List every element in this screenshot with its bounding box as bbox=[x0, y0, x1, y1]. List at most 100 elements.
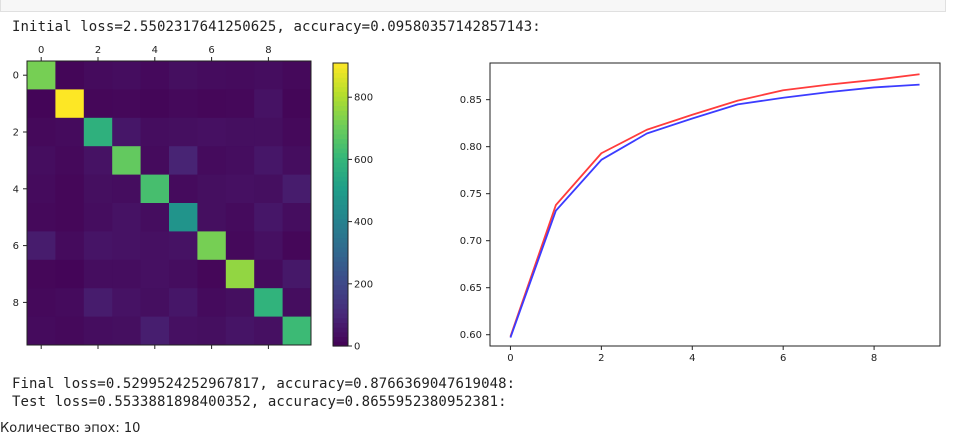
colorbar-segment bbox=[333, 270, 348, 276]
heatmap-cell bbox=[83, 288, 113, 317]
colorbar-segment bbox=[333, 341, 348, 347]
heatmap-cell bbox=[169, 117, 198, 147]
line-x-tick-label: 0 bbox=[507, 353, 513, 364]
line-y-tick-label: 0.60 bbox=[460, 330, 482, 341]
heatmap-cell bbox=[140, 288, 170, 317]
colorbar-segment bbox=[333, 312, 348, 319]
line-y-tick-label: 0.85 bbox=[460, 95, 482, 106]
heatmap-cell bbox=[112, 288, 141, 317]
heatmap-cell bbox=[197, 288, 227, 317]
heatmap-cell bbox=[282, 117, 312, 147]
heatmap-y-tick-label: 2 bbox=[13, 128, 19, 139]
colorbar-segment bbox=[333, 180, 348, 187]
heatmap-cell bbox=[112, 231, 141, 261]
heatmap-cell bbox=[282, 89, 312, 119]
colorbar-segment bbox=[333, 162, 348, 168]
colorbar-segment bbox=[333, 218, 348, 224]
heatmap-frame bbox=[26, 60, 312, 346]
line-plot-frame bbox=[489, 62, 941, 347]
heatmap-cell bbox=[55, 174, 85, 204]
heatmap-cell bbox=[254, 259, 283, 289]
colorbar-segment bbox=[333, 157, 348, 163]
train-accuracy-line bbox=[509, 73, 920, 337]
colorbar-segment bbox=[333, 100, 348, 107]
heatmap-cell bbox=[140, 203, 170, 232]
heatmap-cell bbox=[197, 61, 227, 90]
colorbar-segment bbox=[333, 77, 348, 83]
colorbar-segment bbox=[333, 298, 348, 305]
heatmap-cell bbox=[169, 288, 198, 317]
heatmap-cell bbox=[169, 89, 198, 119]
colorbar-segment bbox=[333, 242, 348, 248]
colorbar-segment bbox=[333, 213, 348, 220]
colorbar-segment bbox=[333, 63, 348, 69]
colorbar-segment bbox=[333, 204, 348, 210]
colorbar-tick-label: 400 bbox=[354, 217, 373, 228]
confusion-matrix-heatmap: 0 2 4 6 8 0 2 4 6 8 bbox=[13, 45, 312, 349]
heatmap-x-tick-label: 8 bbox=[265, 45, 271, 56]
colorbar-segment bbox=[333, 199, 348, 206]
heatmap-cell bbox=[282, 288, 312, 317]
colorbar-segment bbox=[333, 303, 348, 309]
colorbar-segment bbox=[333, 317, 348, 324]
heatmap-y-tick-label: 6 bbox=[13, 241, 19, 252]
colorbar-segment bbox=[333, 138, 348, 144]
heatmap-cell bbox=[112, 89, 141, 119]
heatmap-cell bbox=[169, 316, 198, 346]
epochs-count-line: Количество эпох: 10 bbox=[0, 421, 141, 436]
heatmap-cell bbox=[225, 146, 255, 175]
colorbar-segment bbox=[333, 279, 348, 286]
colorbar-segment bbox=[333, 91, 348, 97]
heatmap-cell bbox=[197, 117, 227, 147]
colorbar-segment bbox=[333, 195, 348, 201]
line-x-tick-label: 2 bbox=[598, 353, 604, 364]
heatmap-cell bbox=[197, 89, 227, 119]
heatmap-cell bbox=[55, 89, 85, 119]
heatmap-cell bbox=[112, 117, 141, 147]
heatmap-x-tick-label: 6 bbox=[208, 45, 214, 56]
heatmap-cell bbox=[169, 259, 198, 289]
heatmap-x-tick-label: 4 bbox=[152, 45, 158, 56]
colorbar-segment bbox=[333, 110, 348, 116]
heatmap-cell bbox=[225, 231, 255, 261]
heatmap-cell bbox=[55, 231, 85, 261]
heatmap-cell bbox=[112, 146, 141, 175]
heatmap-cell bbox=[112, 174, 141, 204]
heatmap-cell bbox=[27, 259, 56, 289]
heatmap-cell bbox=[55, 203, 85, 232]
colorbar-segment bbox=[333, 209, 348, 215]
heatmap-cell bbox=[55, 61, 85, 90]
line-x-tick-label: 8 bbox=[871, 353, 877, 364]
heatmap-cell bbox=[140, 61, 170, 90]
line-y-tick-label: 0.80 bbox=[460, 142, 482, 153]
heatmap-cell bbox=[225, 117, 255, 147]
heatmap-cell bbox=[282, 61, 312, 90]
heatmap-y-tick-label: 0 bbox=[13, 71, 19, 82]
colorbar-segment bbox=[333, 67, 348, 74]
colorbar-tick-label: 200 bbox=[354, 279, 373, 290]
heatmap-cell bbox=[83, 146, 113, 175]
heatmap-cell bbox=[140, 316, 170, 346]
line-y-tick-label: 0.65 bbox=[460, 283, 482, 294]
heatmap-x-tick-label: 2 bbox=[95, 45, 101, 56]
colorbar-segment bbox=[333, 190, 348, 196]
heatmap-cell bbox=[83, 259, 113, 289]
line-y-tick-label: 0.75 bbox=[460, 189, 482, 200]
heatmap-cell bbox=[282, 231, 312, 261]
heatmap-cell bbox=[27, 174, 56, 204]
heatmap-cell bbox=[225, 61, 255, 90]
colorbar-segment bbox=[333, 143, 348, 149]
heatmap-cell bbox=[225, 288, 255, 317]
colorbar-tick-label: 600 bbox=[354, 155, 373, 166]
colorbar-segment bbox=[333, 322, 348, 328]
heatmap-cell bbox=[197, 146, 227, 175]
colorbar-segment bbox=[333, 336, 348, 342]
line-y-tick-label: 0.70 bbox=[460, 236, 482, 247]
heatmap-cell bbox=[27, 89, 56, 119]
heatmap-cell bbox=[282, 174, 312, 204]
colorbar-segment bbox=[333, 265, 348, 272]
heatmap-cell bbox=[140, 259, 170, 289]
heatmap-cell bbox=[55, 316, 85, 346]
colorbar-segment bbox=[333, 331, 348, 338]
heatmap-cell bbox=[140, 89, 170, 119]
